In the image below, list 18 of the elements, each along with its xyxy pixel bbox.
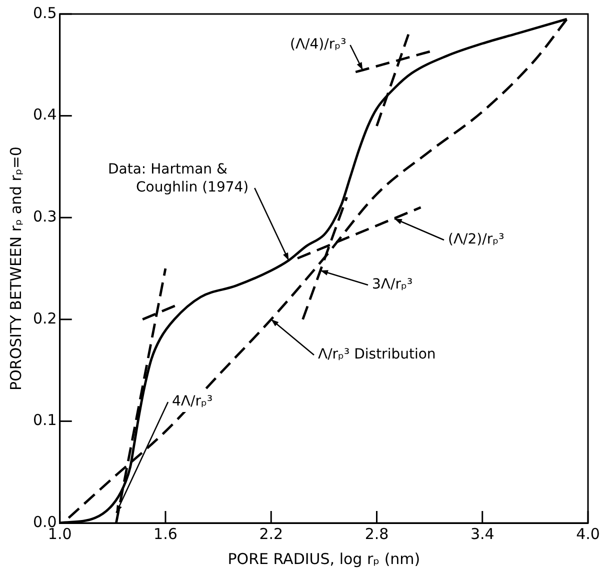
x-axis-title: PORE RADIUS, log rₚ (nm) [228,550,420,568]
x-tick-label: 2.2 [259,524,284,543]
annotation: 4Λ/rₚ³ [172,394,213,410]
annotation: (Λ/4)/rₚ³ [290,36,346,53]
x-tick-label: 1.6 [154,524,178,543]
y-tick-label: 0.2 [32,309,57,328]
y-tick-label: 0.1 [32,411,57,430]
annotation: Λ/rₚ³ Distribution [318,346,436,363]
annotation: Data: Hartman & Coughlin (1974) [108,162,249,196]
x-tick-label: 3.4 [470,524,494,543]
annotation: (Λ/2)/rₚ³ [448,232,504,248]
y-tick-label: 0.5 [32,4,57,22]
x-tick-label: 2.8 [364,524,389,543]
y-tick-label: 0.4 [32,106,57,124]
x-tick-label: 4.0 [576,524,600,543]
y-tick-label: 0.3 [32,207,57,226]
y-axis-title: POROSITY BETWEEN rₚ and rₚ=0 [6,146,25,390]
annotation: 3Λ/rₚ³ [372,276,413,293]
